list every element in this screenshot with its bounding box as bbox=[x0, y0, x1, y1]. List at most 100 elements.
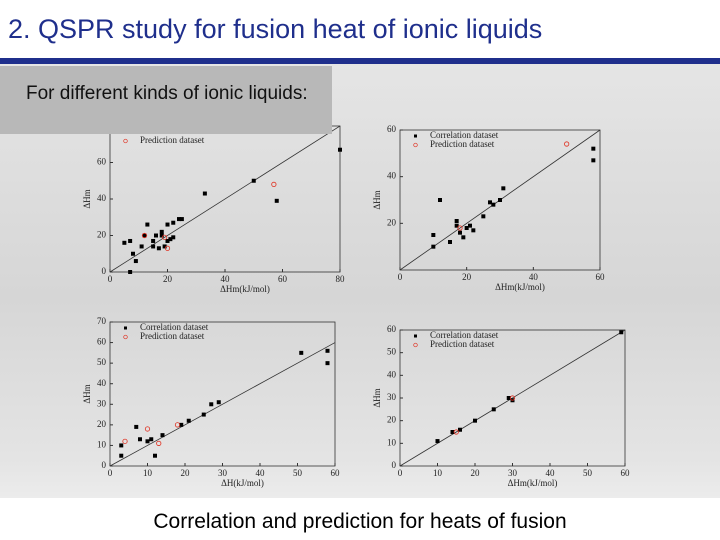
x-tick-label: 60 bbox=[331, 468, 341, 478]
y-axis-label: ΔHm bbox=[82, 384, 92, 403]
point bbox=[119, 453, 124, 458]
point bbox=[128, 270, 133, 274]
point bbox=[139, 244, 144, 249]
x-tick-label: 40 bbox=[546, 468, 556, 478]
point bbox=[179, 217, 184, 222]
point bbox=[209, 402, 214, 407]
legend-label: Prediction dataset bbox=[140, 331, 205, 341]
x-axis-label: ΔHm(kJ/mol) bbox=[220, 284, 270, 294]
y-tick-label: 0 bbox=[102, 266, 107, 276]
x-tick-label: 0 bbox=[108, 274, 113, 284]
x-tick-label: 0 bbox=[398, 272, 403, 282]
point bbox=[471, 228, 476, 233]
point bbox=[274, 198, 279, 203]
point bbox=[156, 246, 161, 251]
point bbox=[491, 407, 496, 412]
point bbox=[159, 229, 164, 234]
point bbox=[151, 244, 156, 249]
x-tick-label: 60 bbox=[596, 272, 606, 282]
point bbox=[458, 427, 462, 432]
legend-marker bbox=[413, 342, 418, 348]
x-tick-label: 50 bbox=[293, 468, 303, 478]
point bbox=[216, 400, 221, 405]
point bbox=[453, 429, 459, 435]
point bbox=[468, 223, 472, 228]
point bbox=[165, 238, 170, 243]
x-tick-label: 10 bbox=[143, 468, 153, 478]
point bbox=[119, 443, 124, 448]
point bbox=[454, 223, 459, 228]
x-tick-label: 80 bbox=[336, 274, 346, 284]
y-tick-label: 50 bbox=[97, 357, 107, 367]
point bbox=[202, 191, 207, 196]
point bbox=[448, 240, 452, 244]
y-tick-label: 40 bbox=[387, 369, 397, 379]
point bbox=[151, 238, 156, 243]
x-tick-label: 0 bbox=[398, 468, 403, 478]
legend-label: Correlation dataset bbox=[430, 130, 499, 140]
point bbox=[509, 395, 516, 401]
point bbox=[501, 186, 506, 191]
y-tick-label: 60 bbox=[97, 337, 107, 347]
y-tick-label: 20 bbox=[387, 415, 397, 425]
point bbox=[159, 233, 164, 238]
point bbox=[458, 230, 462, 235]
y-tick-label: 10 bbox=[97, 439, 107, 449]
point bbox=[201, 412, 206, 417]
y-tick-label: 60 bbox=[387, 324, 397, 334]
point bbox=[481, 214, 486, 219]
point bbox=[431, 244, 436, 249]
point bbox=[438, 198, 442, 202]
point bbox=[160, 433, 165, 438]
point bbox=[498, 198, 502, 202]
point bbox=[141, 232, 148, 239]
point bbox=[591, 158, 596, 163]
point bbox=[168, 237, 173, 242]
legend-label: Correlation dataset bbox=[430, 330, 499, 340]
point bbox=[435, 439, 440, 444]
point bbox=[338, 147, 342, 152]
y-tick-label: 0 bbox=[102, 460, 107, 470]
legend-marker bbox=[414, 134, 417, 138]
y-tick-label: 40 bbox=[97, 193, 107, 203]
y-axis-label: ΔHm bbox=[372, 388, 382, 407]
scatter-chart: 020406080020406080ΔHm(kJ/mol)ΔHmCorrelat… bbox=[82, 120, 345, 294]
point bbox=[457, 225, 463, 231]
point bbox=[145, 222, 150, 227]
point bbox=[325, 348, 330, 353]
y-tick-label: 40 bbox=[97, 378, 107, 388]
point bbox=[506, 396, 511, 400]
point bbox=[133, 259, 138, 264]
x-axis-label: ΔH(kJ/mol) bbox=[221, 478, 264, 488]
y-tick-label: 20 bbox=[387, 217, 397, 227]
point bbox=[174, 422, 181, 428]
x-axis-label: ΔHm(kJ/mol) bbox=[495, 282, 545, 292]
point bbox=[144, 426, 151, 432]
point bbox=[454, 219, 459, 223]
scatter-chart: 0 10 20 30 40 50 60 0 10 20 30 40 50 60 70 ΔH(kJ/mol) ΔH… bbox=[82, 316, 340, 488]
x-tick-label: 60 bbox=[621, 468, 631, 478]
y-axis-label: ΔHm bbox=[82, 189, 92, 208]
x-tick-label: 40 bbox=[256, 468, 266, 478]
y-tick-label: 40 bbox=[387, 171, 397, 181]
x-tick-label: 30 bbox=[508, 468, 518, 478]
title-bar: 2. QSPR study for fusion heat of ionic l… bbox=[0, 0, 720, 64]
x-tick-label: 10 bbox=[433, 468, 443, 478]
scatter-chart: 0 10 20 30 40 50 60 0 10 20 30 40 50 60 ΔHm(kJ/mol) ΔHm… bbox=[372, 324, 630, 488]
point bbox=[251, 178, 256, 183]
y-tick-label: 20 bbox=[97, 419, 107, 429]
point bbox=[145, 439, 150, 444]
y-tick-label: 70 bbox=[97, 316, 107, 326]
x-axis-label: ΔHm(kJ/mol) bbox=[508, 478, 558, 488]
x-tick-label: 50 bbox=[583, 468, 593, 478]
plot-frame bbox=[109, 321, 336, 467]
legend-label: Prediction dataset bbox=[140, 135, 205, 145]
point bbox=[325, 361, 330, 366]
scatter-chart: 0 20 40 60 20 40 60 ΔHm(kJ/mol) ΔHm Correlation d… bbox=[372, 124, 605, 292]
point bbox=[619, 330, 624, 335]
caption: Correlation and prediction for heats of … bbox=[153, 510, 567, 533]
diagonal-line bbox=[399, 329, 626, 467]
point bbox=[153, 453, 157, 458]
legend-marker bbox=[123, 138, 128, 144]
